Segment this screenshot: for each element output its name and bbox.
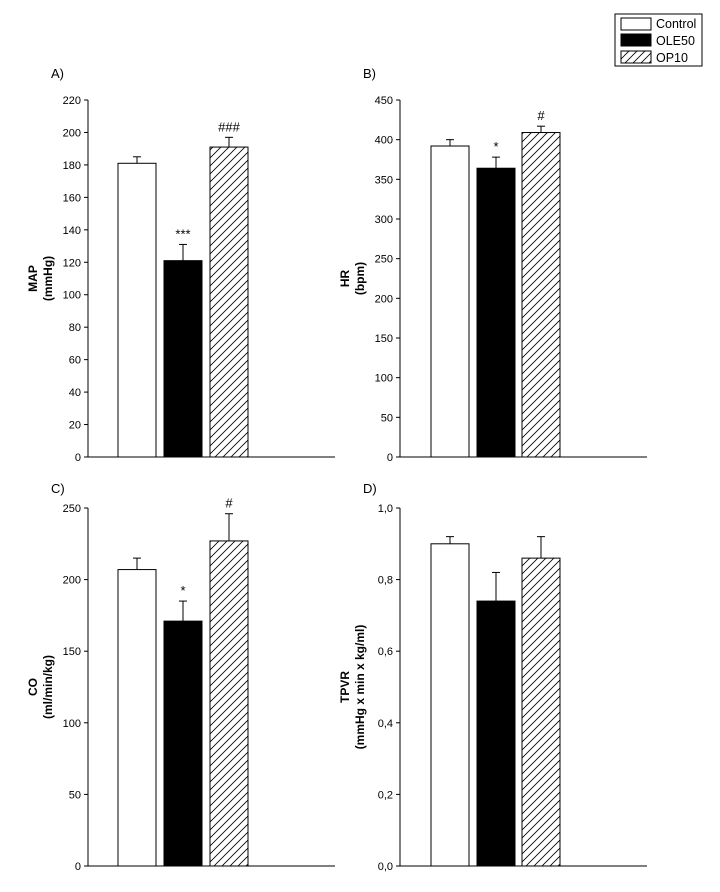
y-axis-label-line2: (ml/min/kg) bbox=[41, 655, 55, 719]
panel-map-chart: A) 0 20 40 60 80 100 120 140 160 180 200 220 MAP(mmHg… bbox=[26, 66, 335, 464]
significance-mark-ole50: * bbox=[493, 139, 498, 154]
legend-label-ole50: OLE50 bbox=[656, 34, 695, 48]
significance-mark-op10: ### bbox=[218, 119, 240, 134]
legend-swatch-control bbox=[620, 17, 652, 31]
y-tick-label: 220 bbox=[63, 95, 81, 107]
panel-co-chart: C) 0 50 100 150 200 250 CO(ml/min/kg) * # bbox=[26, 481, 335, 873]
y-tick-label: 400 bbox=[375, 135, 393, 147]
bar-ole50 bbox=[163, 620, 203, 867]
y-tick-label: 0,6 bbox=[378, 646, 393, 658]
bar-op10 bbox=[521, 132, 561, 458]
legend-label-control: Control bbox=[656, 17, 696, 31]
y-tick-label: 300 bbox=[375, 214, 393, 226]
y-axis-label-line2: (mmHg) bbox=[41, 256, 55, 301]
y-tick-label: 0 bbox=[75, 452, 81, 464]
legend-swatch-op10 bbox=[620, 50, 652, 64]
y-tick-label: 120 bbox=[63, 257, 81, 269]
y-tick-label: 100 bbox=[375, 373, 393, 385]
y-tick-label: 140 bbox=[63, 225, 81, 237]
bar-op10 bbox=[521, 557, 561, 867]
panel-tpvr-chart: D) 0,0 0,2 0,4 0,6 0,8 1,0 TPVR(mmHg x min x kg… bbox=[338, 481, 647, 873]
panel-hr-chart: B) 0 50 100 150 200 250 300 350 400 450 HR(bpm) * # bbox=[338, 66, 647, 464]
y-tick-label: 180 bbox=[63, 160, 81, 172]
y-tick-label: 100 bbox=[63, 718, 81, 730]
bar-control bbox=[430, 543, 470, 867]
y-axis-label-line1: HR bbox=[338, 270, 352, 288]
legend-swatch-ole50 bbox=[620, 33, 652, 47]
y-tick-label: 50 bbox=[69, 789, 81, 801]
y-axis-label-line2: (mmHg x min x kg/ml) bbox=[353, 625, 367, 750]
panel-letter: B) bbox=[363, 66, 376, 81]
y-tick-label: 250 bbox=[375, 254, 393, 266]
legend: Control OLE50 OP10 bbox=[614, 13, 703, 67]
bar-ole50 bbox=[476, 167, 516, 458]
y-axis-label: MAP(mmHg) bbox=[26, 256, 55, 301]
bar-op10 bbox=[209, 146, 249, 458]
y-axis-label: TPVR(mmHg x min x kg/ml) bbox=[338, 625, 367, 750]
y-tick-label: 50 bbox=[381, 412, 393, 424]
y-tick-label: 150 bbox=[375, 333, 393, 345]
y-tick-label: 80 bbox=[69, 322, 81, 334]
y-axis-label-line1: MAP bbox=[26, 265, 40, 292]
significance-mark-op10: # bbox=[537, 108, 545, 123]
y-tick-label: 250 bbox=[63, 503, 81, 515]
legend-label-op10: OP10 bbox=[656, 51, 688, 65]
panel-letter: D) bbox=[363, 481, 377, 496]
y-tick-label: 0 bbox=[387, 452, 393, 464]
significance-mark-ole50: * bbox=[180, 583, 185, 598]
bar-control bbox=[430, 145, 470, 458]
bar-control bbox=[117, 162, 157, 458]
y-tick-label: 450 bbox=[375, 95, 393, 107]
significance-mark-ole50: *** bbox=[175, 226, 190, 241]
y-tick-label: 200 bbox=[63, 575, 81, 587]
y-tick-label: 0,2 bbox=[378, 789, 393, 801]
y-tick-label: 350 bbox=[375, 174, 393, 186]
y-tick-label: 100 bbox=[63, 290, 81, 302]
y-tick-label: 20 bbox=[69, 420, 81, 432]
y-tick-label: 160 bbox=[63, 192, 81, 204]
legend-frame bbox=[614, 13, 703, 67]
y-tick-label: 200 bbox=[375, 293, 393, 305]
significance-mark-op10: # bbox=[225, 496, 233, 511]
y-tick-label: 150 bbox=[63, 646, 81, 658]
y-tick-label: 200 bbox=[63, 127, 81, 139]
y-axis-label-line1: TPVR bbox=[338, 671, 352, 703]
bar-ole50 bbox=[163, 260, 203, 458]
y-tick-label: 1,0 bbox=[378, 503, 393, 515]
y-tick-label: 40 bbox=[69, 387, 81, 399]
panel-letter: A) bbox=[51, 66, 64, 81]
y-axis-label-line2: (bpm) bbox=[353, 262, 367, 295]
y-tick-label: 60 bbox=[69, 355, 81, 367]
y-axis-label: CO(ml/min/kg) bbox=[26, 655, 55, 719]
y-axis-label-line1: CO bbox=[26, 678, 40, 696]
bar-ole50 bbox=[476, 600, 516, 867]
y-tick-label: 0,4 bbox=[378, 718, 393, 730]
bar-control bbox=[117, 569, 157, 867]
y-tick-label: 0,0 bbox=[378, 861, 393, 873]
bar-op10 bbox=[209, 540, 249, 867]
y-axis-label: HR(bpm) bbox=[338, 262, 367, 295]
panel-letter: C) bbox=[51, 481, 65, 496]
y-tick-label: 0,8 bbox=[378, 575, 393, 587]
y-tick-label: 0 bbox=[75, 861, 81, 873]
